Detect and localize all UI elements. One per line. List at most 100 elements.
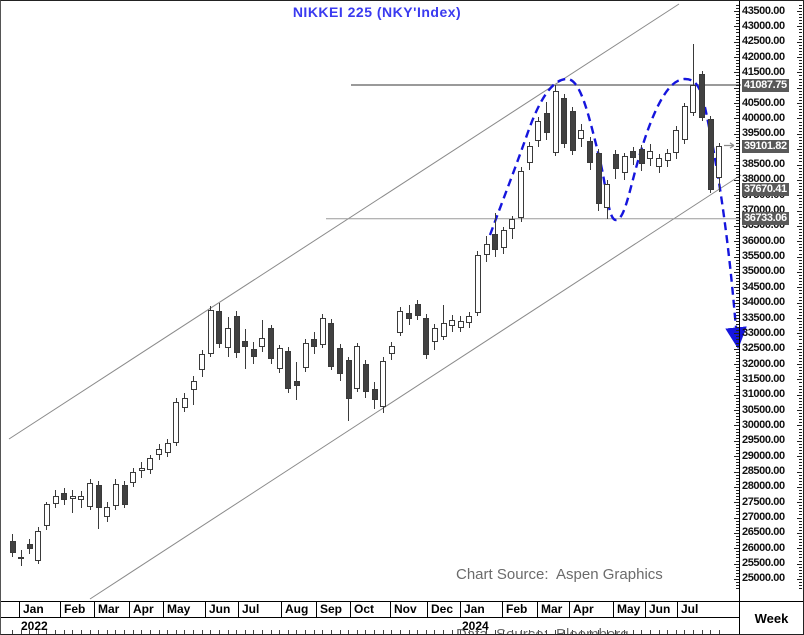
y-axis-tick-right [799,81,802,83]
y-axis-tick-right [799,539,802,541]
y-axis-tick-right [799,50,802,52]
week-tick [468,630,470,634]
candle-up [173,402,180,444]
y-axis-tick [736,93,739,95]
y-axis-tick [736,265,739,267]
week-tick [520,630,522,634]
y-axis-tick-right [799,529,802,531]
y-axis-tick-right [799,407,802,409]
y-axis-tick [736,23,739,25]
month-label: Jan [23,602,44,616]
y-axis-tick [736,422,739,424]
y-axis-tick [736,499,739,501]
y-axis-tick-right [799,330,802,332]
candle-wick [261,320,263,353]
y-axis-tick [736,182,739,184]
y-axis-tick [736,284,739,286]
y-axis-tick-right [799,176,802,178]
y-axis-tick-right [799,305,802,307]
y-axis-label: 31500.00 [742,372,785,385]
y-axis-tick [736,106,739,108]
y-axis-tick [736,124,739,126]
y-axis-tick [736,400,739,402]
y-axis-tick [736,173,739,175]
y-axis-tick-right [797,287,802,289]
y-axis-tick [736,388,739,390]
y-axis-tick-right [799,496,802,498]
y-axis-tick-right [799,545,802,547]
y-axis-tick-right [799,219,802,221]
month-label: Mar [98,602,120,616]
credits-block: Chart Source: Aspen Graphics Data Source… [456,525,663,634]
y-axis-tick-right [799,232,802,234]
y-axis-tick [736,465,739,467]
y-axis-tick [736,152,739,154]
y-axis-tick-right [799,32,802,34]
month-tick [390,602,391,617]
candle-up [259,337,266,348]
y-axis-tick [736,339,739,341]
y-axis-label: 40500.00 [742,96,785,109]
week-tick [175,630,177,634]
month-tick [350,602,351,617]
candle-up [466,316,473,324]
y-axis-tick-right [799,235,802,237]
week-tick [589,630,591,634]
candle-up [500,229,507,248]
y-axis-tick [736,336,739,338]
month-tick [677,602,678,617]
y-axis-tick-right [799,468,802,470]
y-axis-tick [736,397,739,399]
y-axis-tick [734,379,739,381]
y-axis-tick [736,367,739,369]
week-tick [443,630,444,634]
y-axis-label: 32000.00 [742,357,785,370]
y-axis-tick-right [799,44,802,46]
candle-down [414,303,421,316]
y-axis-tick-right [799,373,802,375]
y-axis-tick [736,529,739,531]
month-tick [645,602,646,617]
y-axis-tick [736,324,739,326]
y-axis-tick [734,26,739,28]
candle-up [181,397,188,408]
y-axis-tick [734,486,739,488]
week-tick [511,630,513,634]
y-axis-tick-right [799,198,802,200]
week-tick [425,630,427,634]
y-axis-tick-right [799,459,802,461]
y-axis-tick [736,566,739,568]
candle-down [18,557,25,560]
y-axis-tick [736,63,739,65]
week-tick [537,630,539,634]
week-tick [244,630,246,634]
y-axis-tick [734,471,739,473]
y-axis-label: 36000.00 [742,234,785,247]
y-axis-label: 30000.00 [742,418,785,431]
y-axis-tick-right [799,535,802,537]
y-axis-tick-right [799,376,802,378]
y-axis-label: 35500.00 [742,250,785,263]
week-tick [615,630,617,634]
y-axis-tick-right [797,394,802,396]
y-axis-tick [734,333,739,335]
week-tick [494,630,496,634]
y-axis-label: 34500.00 [742,280,785,293]
y-axis-tick-right [799,342,802,344]
y-axis-label: 39500.00 [742,127,785,140]
week-tick [641,630,643,634]
y-axis-tick-right [797,364,802,366]
plot-area[interactable] [1,1,739,601]
y-axis-label: 42000.00 [742,50,785,63]
y-axis-tick-right [799,569,802,571]
week-tick [12,630,13,634]
week-tick [356,630,358,634]
week-tick [193,630,195,634]
y-axis-tick [736,81,739,83]
month-tick [238,602,239,617]
y-axis-tick [736,321,739,323]
y-axis-tick-right [799,462,802,464]
month-tick [569,602,570,617]
y-axis-tick [736,545,739,547]
y-axis-tick-right [797,410,802,412]
